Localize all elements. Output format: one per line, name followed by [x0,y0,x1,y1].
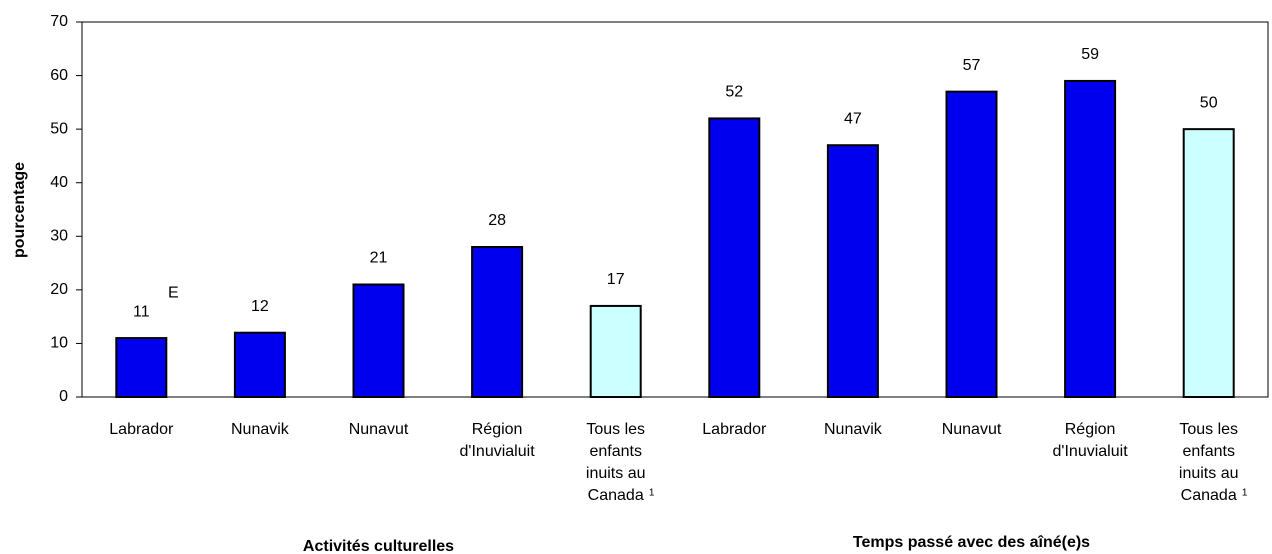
bar [1182,128,1235,398]
data-label: 47 [844,110,862,127]
bar [471,246,524,398]
data-label: 50 [1200,94,1218,111]
x-tick-label: enfants [589,443,641,460]
x-tick-label: inuits au [1179,465,1239,482]
y-tick-label: 30 [50,228,68,245]
data-label: 59 [1081,46,1099,63]
x-tick-label: Région [472,421,523,438]
y-tick-label: 20 [50,281,68,298]
footnote-mark: 1 [649,488,655,499]
x-tick-label: Canada [1181,487,1237,504]
bar [115,337,168,399]
data-label: 12 [251,298,269,315]
y-tick-label: 0 [59,388,68,405]
y-tick-label: 10 [50,335,68,352]
x-tick-label: Nunavik [231,421,290,438]
x-tick-label: d'Inuvialuit [460,443,536,460]
x-tick-label: Canada [588,487,644,504]
plot-area [81,21,1269,398]
footnote-mark: 1 [1242,488,1248,499]
bar [945,90,998,399]
bar [708,117,761,399]
data-label: 17 [607,271,625,288]
x-tick-label: Tous les [586,421,645,438]
y-tick-label: 70 [50,13,68,30]
y-tick-label: 40 [50,174,68,191]
bar [352,283,405,398]
bar [826,144,879,398]
x-tick-label: Nunavut [942,421,1002,438]
x-tick-label: Tous les [1179,421,1238,438]
data-label: 52 [725,84,743,101]
x-tick-label: Labrador [702,421,767,438]
y-axis-label: pourcentage [11,162,28,258]
bar [233,331,286,399]
x-tick-label: Labrador [109,421,174,438]
group-label: Activités culturelles [303,538,454,554]
data-label: 28 [488,212,506,229]
y-tick-label: 50 [50,120,68,137]
x-tick-label: Région [1065,421,1116,438]
y-tick-label: 60 [50,67,68,84]
data-label: 11 [133,303,150,320]
data-label: 21 [370,250,388,267]
bar [1064,79,1117,399]
x-tick-label: inuits au [586,465,646,482]
bar [589,304,642,398]
group-label: Temps passé avec des aîné(e)s [853,534,1090,551]
x-tick-label: enfants [1182,443,1234,460]
annotation: E [168,284,179,301]
x-tick-label: d'Inuvialuit [1053,443,1129,460]
x-tick-label: Nunavut [349,421,409,438]
x-tick-label: Nunavik [824,421,883,438]
data-label: 57 [963,57,981,74]
